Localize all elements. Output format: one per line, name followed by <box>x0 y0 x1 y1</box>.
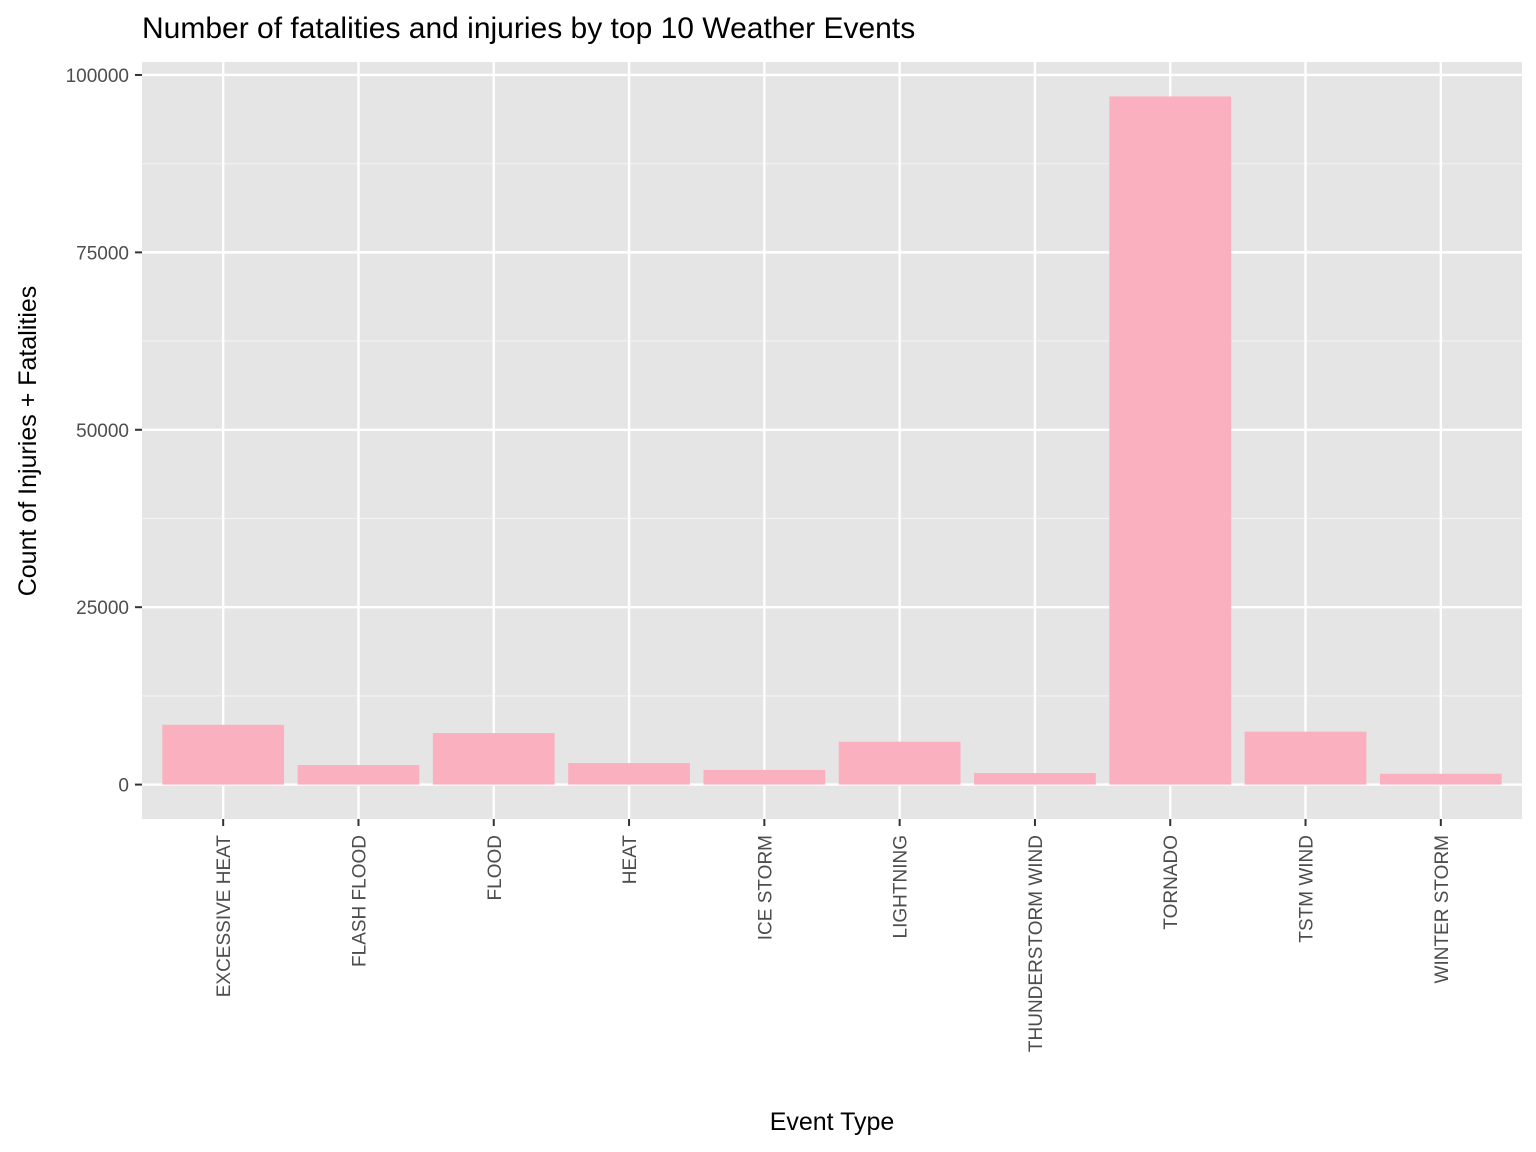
bar <box>162 724 285 785</box>
y-tick-label: 0 <box>118 776 129 797</box>
x-tick-label: HEAT <box>620 835 641 885</box>
plot-panel <box>142 62 1522 819</box>
bar <box>974 773 1096 785</box>
x-tick-label: THUNDERSTORM WIND <box>1026 835 1047 1052</box>
y-tick-label: 50000 <box>76 421 129 442</box>
bar <box>1379 773 1502 785</box>
x-tick-label: EXCESSIVE HEAT <box>214 835 235 998</box>
y-tick-label: 75000 <box>76 243 129 264</box>
bar <box>703 769 826 785</box>
x-tick-label: ICE STORM <box>755 835 776 940</box>
bar <box>297 765 420 785</box>
x-tick-label: TSTM WIND <box>1297 835 1318 943</box>
x-tick-label: FLASH FLOOD <box>349 835 370 967</box>
x-tick-label: FLOOD <box>485 835 506 900</box>
x-axis-title: Event Type <box>770 1108 895 1136</box>
grid-minor <box>142 163 1522 697</box>
grid-major <box>142 62 1522 819</box>
chart-title: Number of fatalities and injuries by top… <box>142 12 915 45</box>
bar <box>838 741 961 785</box>
bar <box>1244 731 1367 785</box>
y-tick-label: 100000 <box>66 66 129 87</box>
x-tick-label: TORNADO <box>1161 835 1182 930</box>
x-tick-label: LIGHTNING <box>891 835 912 938</box>
x-tick-label: WINTER STORM <box>1432 835 1453 983</box>
y-axis-ticks: 0 25000 50000 75000 100000 <box>66 66 142 797</box>
y-tick-label: 25000 <box>76 598 129 619</box>
bar <box>432 733 555 785</box>
bar <box>568 763 690 785</box>
x-axis-ticks: EXCESSIVE HEAT FLASH FLOOD FLOOD HEAT ICE ST… <box>214 819 1453 1052</box>
bars <box>162 96 1502 785</box>
y-axis-title: Count of Injuries + Fatalities <box>14 286 42 597</box>
bar <box>1109 96 1232 785</box>
